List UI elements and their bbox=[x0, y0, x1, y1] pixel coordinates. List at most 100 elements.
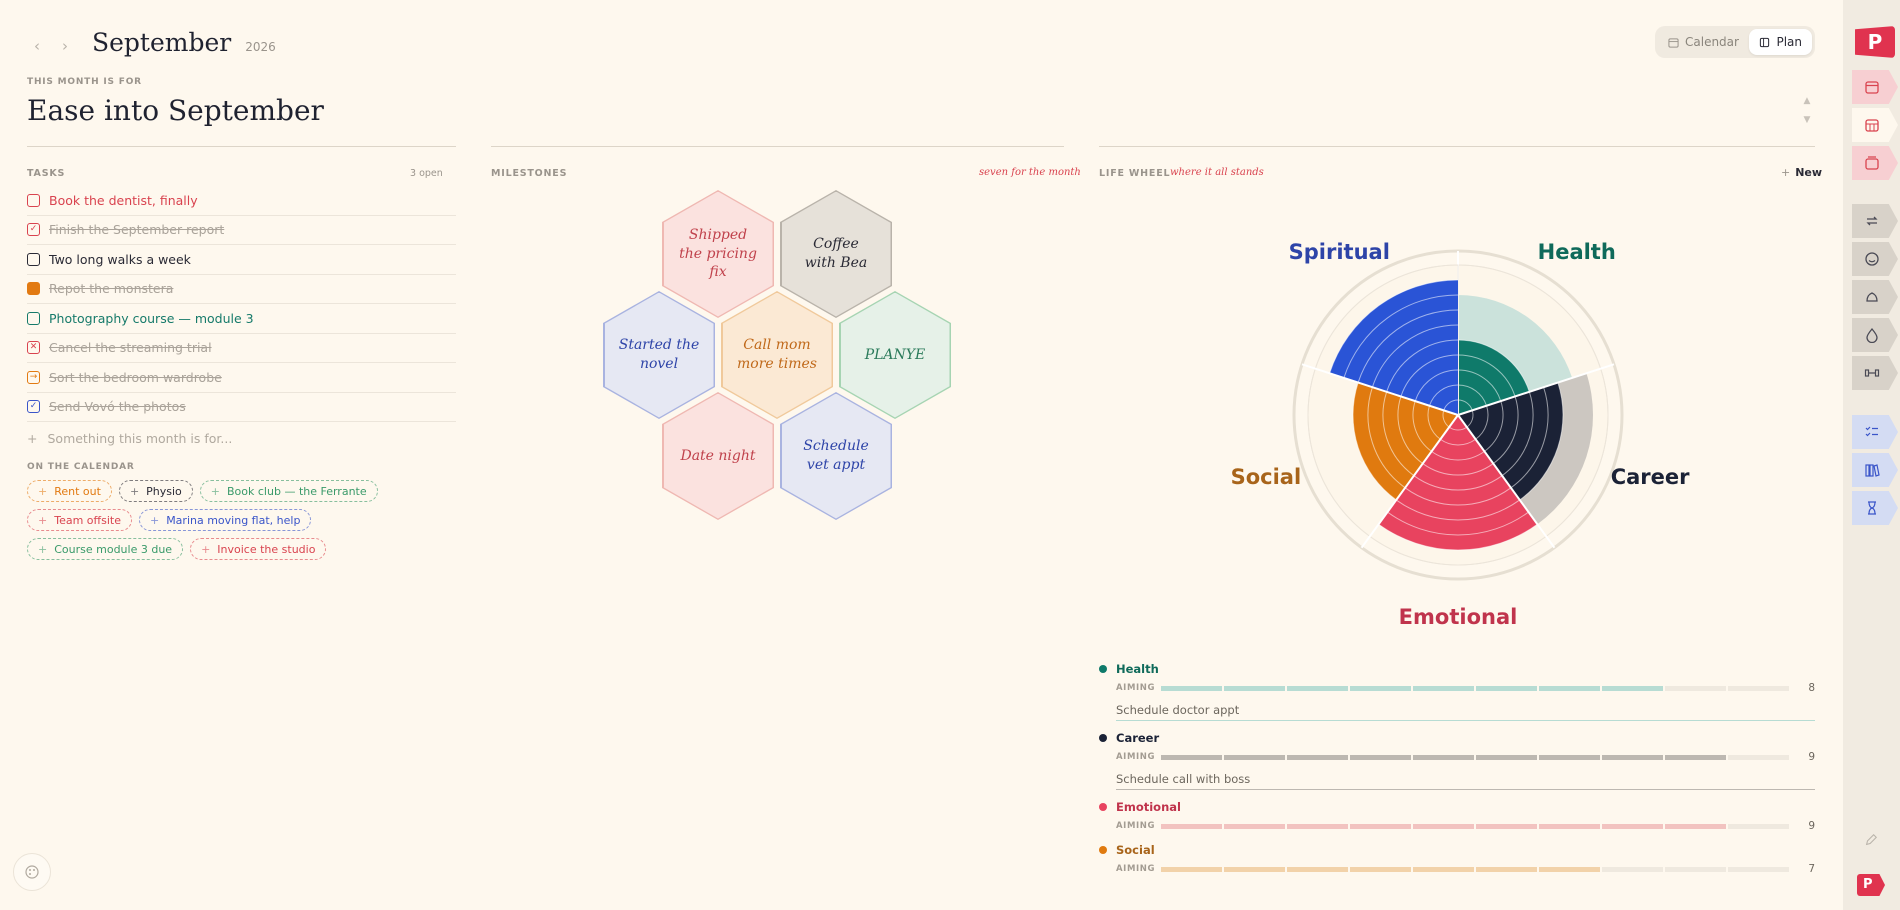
calendar-chip[interactable]: + Marina moving flat, help bbox=[138, 509, 312, 531]
aim-segment bbox=[1665, 685, 1726, 691]
on-calendar-label: ON THE CALENDAR bbox=[27, 462, 135, 472]
task-checkbox[interactable]: ✓ bbox=[27, 400, 40, 414]
calendar-chip[interactable]: + Team offsite bbox=[27, 509, 132, 531]
task-checkbox[interactable]: → bbox=[27, 370, 40, 384]
water-icon[interactable] bbox=[1852, 318, 1898, 352]
task-label: Cancel the streaming trial bbox=[49, 340, 212, 356]
wheel-ring-line bbox=[1457, 339, 1530, 392]
milestone-hex[interactable]: Schedule vet appt bbox=[780, 392, 892, 520]
mood-icon[interactable] bbox=[1852, 242, 1898, 276]
aim-segment bbox=[1161, 754, 1222, 760]
task-item[interactable]: Two long walks a week bbox=[27, 245, 456, 275]
aim-segment bbox=[1350, 685, 1411, 691]
milestone-hex[interactable]: Started the novel bbox=[603, 291, 715, 419]
wheel-ring-line bbox=[1448, 426, 1468, 431]
task-checkbox[interactable]: ✓ bbox=[27, 223, 40, 237]
calendar-stack-icon[interactable] bbox=[1852, 146, 1898, 180]
add-task-input[interactable]: + Something this month is for... bbox=[27, 431, 233, 446]
milestones-label: MILESTONES bbox=[491, 168, 568, 179]
aim-segment bbox=[1539, 866, 1600, 872]
milestone-hex[interactable]: Call mom more times bbox=[721, 291, 833, 419]
chip-label: Marina moving flat, help bbox=[166, 513, 301, 527]
task-item[interactable]: Book the dentist, finally bbox=[27, 186, 456, 216]
task-item[interactable]: Photography course — module 3 bbox=[27, 304, 456, 334]
milestone-hex[interactable]: PLANYE bbox=[839, 291, 951, 419]
calendar-chip[interactable]: + Book club — the Ferrante bbox=[199, 480, 378, 502]
area-name: Career bbox=[1116, 730, 1160, 745]
wheel-segment-spiritual bbox=[1329, 280, 1458, 415]
aiming-slider[interactable] bbox=[1161, 823, 1791, 829]
aim-segment bbox=[1665, 823, 1726, 829]
fitness-icon[interactable] bbox=[1852, 280, 1898, 314]
aim-segment bbox=[1224, 823, 1285, 829]
right-rail: P P bbox=[1843, 0, 1900, 910]
milestone-hex[interactable]: Date night bbox=[662, 392, 774, 520]
task-item[interactable]: ✓ Finish the September report bbox=[27, 216, 456, 245]
bar-area-name[interactable]: Social bbox=[1099, 841, 1815, 858]
task-checkbox[interactable]: ✕ bbox=[27, 341, 40, 355]
logo-icon[interactable]: P bbox=[1855, 26, 1895, 58]
task-checkbox[interactable] bbox=[27, 282, 40, 296]
wheel-ring-line bbox=[1413, 475, 1503, 491]
task-item[interactable]: → Sort the bedroom wardrobe bbox=[27, 363, 456, 393]
hourglass-icon[interactable] bbox=[1852, 491, 1898, 525]
dumbbell-icon[interactable] bbox=[1852, 356, 1898, 390]
new-wheel-button[interactable]: + New bbox=[1781, 166, 1823, 179]
task-checkbox[interactable] bbox=[27, 193, 40, 207]
repeat-icon[interactable] bbox=[1852, 204, 1898, 238]
wheel-ring-line bbox=[1329, 279, 1459, 374]
palette-icon[interactable] bbox=[13, 853, 51, 891]
chip-row: + Course module 3 due + Invoice the studio bbox=[27, 538, 467, 560]
bar-area-name[interactable]: Health bbox=[1099, 660, 1815, 677]
plus-icon: + bbox=[27, 431, 38, 446]
calendar-month-icon[interactable] bbox=[1852, 70, 1898, 104]
aim-segment bbox=[1161, 823, 1222, 829]
aim-segment bbox=[1350, 754, 1411, 760]
area-note-input[interactable]: Schedule call with boss bbox=[1116, 768, 1815, 790]
logo-small-icon[interactable]: P bbox=[1857, 874, 1885, 896]
chevron-left-icon[interactable]: ‹ bbox=[34, 37, 40, 55]
tab-calendar[interactable]: Calendar bbox=[1658, 29, 1749, 55]
aim-segment bbox=[1602, 754, 1663, 760]
wheel-ring-line bbox=[1501, 391, 1534, 477]
calendar-chip[interactable]: + Rent out bbox=[27, 480, 112, 502]
milestone-hex[interactable]: Coffee with Bea bbox=[780, 190, 892, 318]
life-wheel-note: where it all stands bbox=[1170, 167, 1264, 178]
task-checkbox[interactable] bbox=[27, 252, 40, 266]
bar-area-name[interactable]: Career bbox=[1099, 729, 1815, 746]
aiming-slider[interactable] bbox=[1161, 685, 1791, 691]
aim-segment bbox=[1413, 754, 1474, 760]
plus-icon: + bbox=[1781, 166, 1791, 179]
pencil-icon[interactable] bbox=[1864, 832, 1878, 846]
area-note-input[interactable]: Schedule doctor appt bbox=[1116, 699, 1815, 721]
task-checkbox[interactable] bbox=[27, 311, 40, 325]
chevron-right-icon[interactable]: › bbox=[62, 37, 68, 55]
wheel-ring-line bbox=[1343, 294, 1459, 379]
task-item[interactable]: Repot the monstera bbox=[27, 275, 456, 304]
aim-segment bbox=[1476, 823, 1537, 829]
task-item[interactable]: ✕ Cancel the streaming trial bbox=[27, 334, 456, 363]
bar-area-name[interactable]: Emotional bbox=[1099, 798, 1815, 815]
month-intention-title[interactable]: Ease into September bbox=[27, 94, 324, 127]
aiming-slider[interactable] bbox=[1161, 754, 1791, 760]
triangle-up-icon[interactable]: ▲ bbox=[1803, 96, 1811, 106]
wheel-spoke bbox=[1457, 363, 1615, 416]
calendar-chip[interactable]: + Course module 3 due bbox=[27, 538, 184, 560]
tab-plan[interactable]: Plan bbox=[1749, 29, 1812, 55]
calendar-chip[interactable]: + Physio bbox=[118, 480, 193, 502]
plus-icon: + bbox=[201, 542, 211, 556]
task-item[interactable]: ✓ Send Vovó the photos bbox=[27, 393, 456, 422]
milestone-label: Shipped the pricing fix bbox=[663, 191, 773, 317]
wheel-label-career: Career bbox=[1610, 465, 1690, 490]
tasks-label: TASKS bbox=[27, 168, 66, 179]
books-icon[interactable] bbox=[1852, 453, 1898, 487]
wheel-ring-line bbox=[1367, 387, 1406, 489]
triangle-down-icon[interactable]: ▼ bbox=[1803, 115, 1811, 125]
aim-segment bbox=[1476, 685, 1537, 691]
checklist-icon[interactable] bbox=[1852, 415, 1898, 449]
milestone-hex[interactable]: Shipped the pricing fix bbox=[662, 190, 774, 318]
calendar-grid-icon[interactable] bbox=[1852, 108, 1898, 142]
calendar-chip[interactable]: + Invoice the studio bbox=[190, 538, 327, 560]
aim-segment bbox=[1224, 685, 1285, 691]
aiming-slider[interactable] bbox=[1161, 866, 1791, 872]
